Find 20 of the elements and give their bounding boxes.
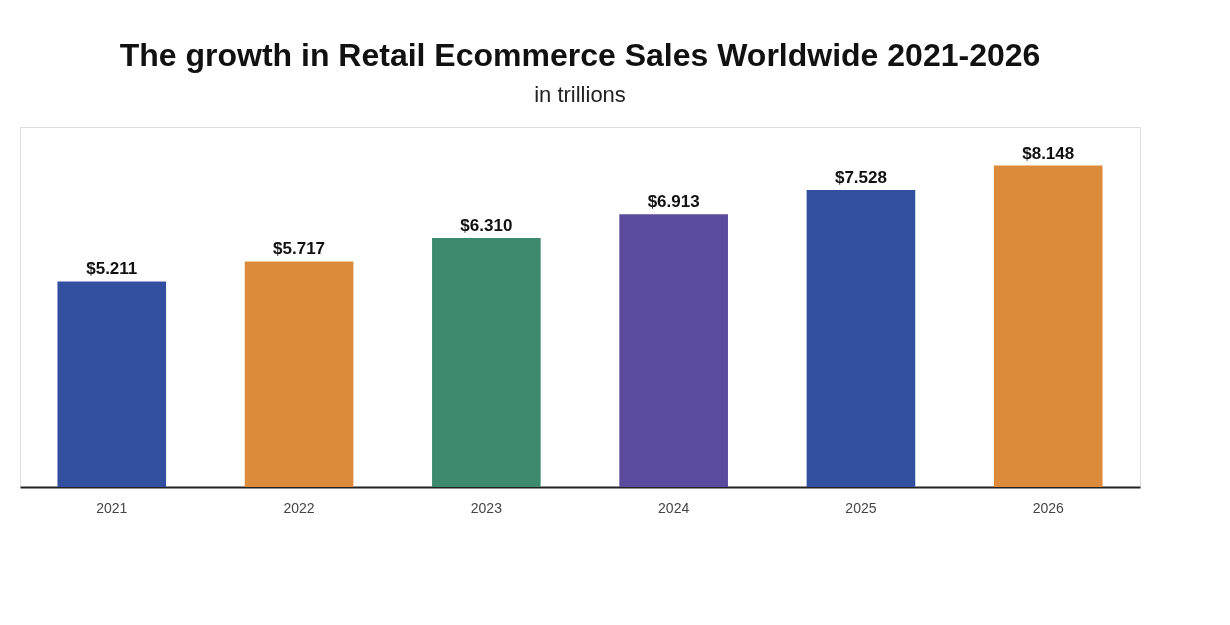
data-label: $8.148 [1022,143,1075,163]
data-label: $5.211 [86,259,138,279]
chart-title: The growth in Retail Ecommerce Sales Worldwide 2021-2026 [119,37,1041,73]
data-label: $6.913 [647,192,700,212]
data-label: $6.310 [460,216,513,236]
x-tick-label: 2025 [845,499,877,516]
x-tick-label: 2023 [470,499,503,516]
x-tick-label: 2022 [283,499,315,516]
data-label: $7.528 [834,168,887,188]
data-label: $5.717 [273,239,326,259]
chart-subtitle: in trillions [534,82,626,107]
bar [244,261,354,487]
bar [57,281,167,487]
x-tick-label: 2026 [1032,499,1065,516]
bar [806,190,916,487]
bar [619,214,728,487]
x-tick-label: 2021 [96,499,128,516]
bar [993,165,1103,487]
x-tick-label: 2024 [658,499,690,516]
bar [432,238,541,487]
